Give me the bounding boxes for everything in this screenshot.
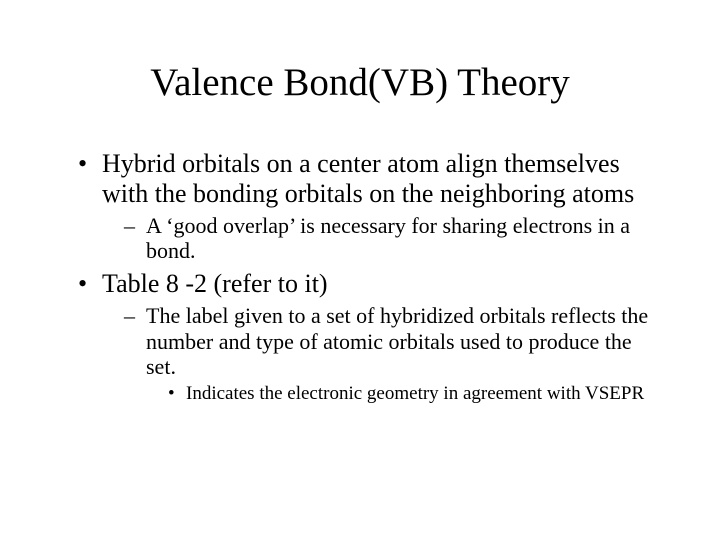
list-item: Indicates the electronic geometry in agr…	[168, 383, 660, 405]
list-item-text: A ‘good overlap’ is necessary for sharin…	[146, 213, 630, 263]
list-item-text: Hybrid orbitals on a center atom align t…	[102, 149, 634, 208]
list-item-text: Indicates the electronic geometry in agr…	[186, 383, 644, 404]
slide: Valence Bond(VB) Theory Hybrid orbitals …	[0, 0, 720, 540]
list-item: The label given to a set of hybridized o…	[124, 303, 660, 405]
list-item: Hybrid orbitals on a center atom align t…	[78, 149, 660, 263]
slide-title: Valence Bond(VB) Theory	[60, 60, 660, 105]
list-item: A ‘good overlap’ is necessary for sharin…	[124, 213, 660, 264]
bullet-list-level2: A ‘good overlap’ is necessary for sharin…	[102, 213, 660, 264]
bullet-list-level3: Indicates the electronic geometry in agr…	[146, 383, 660, 405]
list-item-text: The label given to a set of hybridized o…	[146, 303, 648, 379]
list-item: Table 8 -2 (refer to it) The label given…	[78, 269, 660, 405]
bullet-list-level2: The label given to a set of hybridized o…	[102, 303, 660, 405]
list-item-text: Table 8 -2 (refer to it)	[102, 269, 328, 298]
bullet-list-level1: Hybrid orbitals on a center atom align t…	[60, 149, 660, 405]
